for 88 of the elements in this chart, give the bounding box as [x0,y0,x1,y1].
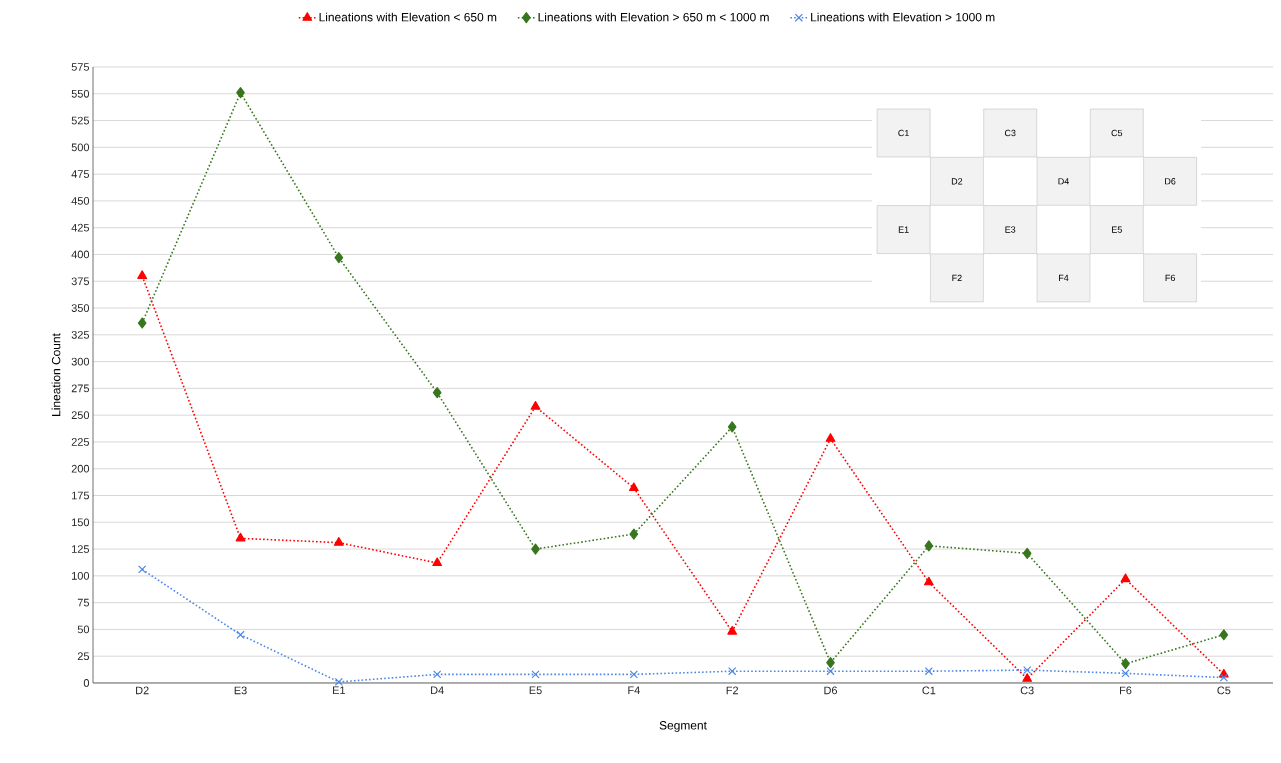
annotation: E5 [1112,226,1122,233]
y-tick-label: 525 [71,116,90,125]
x-tick-label: F2 [726,686,739,695]
y-tick-label: 75 [77,598,90,607]
point [628,482,639,492]
y-tick-label: 475 [71,170,90,178]
x-tick-label: D4 [431,686,444,695]
annotation: E3 [1005,226,1016,233]
x-tick-label: F4 [628,686,640,695]
point [334,252,344,264]
y-tick-label: 275 [71,384,90,393]
point [137,270,148,279]
annotation: D2 [951,178,963,185]
x-tick-label: D2 [136,686,149,695]
y-tick-label: 500 [71,143,90,152]
y-tick-label: 100 [72,571,90,580]
point [1023,666,1032,675]
point [728,667,737,676]
point [629,670,638,679]
point [825,433,836,442]
y-axis-title: Lineation Count [51,333,61,416]
y-tick-label: 225 [71,438,90,446]
legend-label: Lineations with Elevation > 650 m < 1000 m [538,12,769,22]
point [826,667,835,676]
y-tick-label: 0 [83,679,90,687]
y-tick-label: 200 [71,464,90,473]
y-tick-label: 250 [71,411,90,420]
point [531,543,540,555]
point [1219,673,1228,682]
y-tick-label: 325 [71,330,90,339]
point [138,565,147,574]
y-tick-label: 175 [72,491,90,500]
point [924,667,933,676]
point [137,317,147,329]
annotation: E1 [898,226,909,233]
annotation: C3 [1004,129,1016,137]
x-tick-label: E3 [234,686,247,695]
x-axis-title: Segment [659,721,707,732]
point [629,528,639,540]
point [432,387,442,399]
annotation: F4 [1059,274,1069,281]
legend-label: Lineations with Elevation > 1000 m [811,12,995,22]
legend-label: Lineations with Elevation < 650 m [319,12,497,22]
annotation: F6 [1165,274,1175,282]
y-tick-label: 400 [71,250,90,259]
y-tick-label: 350 [71,304,90,312]
point [334,677,343,687]
point [1219,629,1229,641]
y-tick-label: 25 [77,652,90,661]
point [236,630,245,639]
point [1022,673,1033,682]
point [432,557,443,567]
point [531,670,540,679]
point [1022,547,1032,559]
x-tick-label: C5 [1217,686,1231,695]
y-tick-label: 375 [71,277,90,286]
point [530,401,541,410]
point [333,537,344,546]
y-tick-label: 450 [71,197,90,205]
point [1120,573,1131,583]
x-tick-label: C1 [922,686,936,695]
point [236,87,245,99]
x-tick-label: D6 [824,686,838,695]
point [1121,669,1130,678]
annotation: F2 [952,274,962,282]
x-tick-label: E5 [529,686,542,695]
point [727,625,738,635]
y-tick-label: 125 [72,545,90,553]
point [235,532,246,542]
x-tick-label: E1 [333,686,346,695]
point [727,421,737,433]
y-tick-label: 150 [72,518,90,527]
y-tick-label: 50 [77,625,90,634]
annotation: C1 [898,129,909,137]
annotation: C5 [1111,129,1123,137]
annotation: D6 [1165,178,1176,185]
point [923,576,934,586]
point [924,540,934,552]
point [1121,658,1130,670]
annotation: D4 [1058,178,1069,185]
y-tick-label: 575 [71,63,90,71]
point [433,670,442,679]
y-tick-label: 550 [71,89,90,98]
x-tick-label: F6 [1120,686,1132,695]
y-tick-label: 300 [71,357,90,366]
y-tick-label: 425 [71,223,90,232]
x-tick-label: C3 [1020,686,1034,695]
point [826,657,835,669]
